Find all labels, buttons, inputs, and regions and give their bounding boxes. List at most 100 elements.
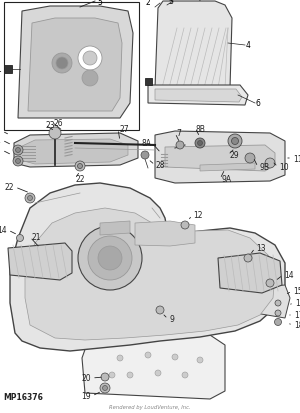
Text: 24: 24 <box>0 136 1 145</box>
Polygon shape <box>165 146 275 171</box>
Text: 14: 14 <box>0 226 7 235</box>
Circle shape <box>16 159 20 164</box>
Polygon shape <box>155 132 285 183</box>
Polygon shape <box>135 221 195 247</box>
Polygon shape <box>100 221 130 235</box>
Circle shape <box>181 221 189 230</box>
Text: 9: 9 <box>169 315 174 324</box>
Polygon shape <box>155 90 242 103</box>
Text: 12: 12 <box>193 211 202 220</box>
Text: 5: 5 <box>97 0 102 7</box>
Circle shape <box>28 196 32 201</box>
Text: 16: 16 <box>295 299 300 308</box>
Polygon shape <box>218 254 282 293</box>
Polygon shape <box>25 209 275 340</box>
Text: 6: 6 <box>256 99 261 108</box>
Circle shape <box>83 52 97 66</box>
Text: 17: 17 <box>294 311 300 320</box>
Bar <box>4 66 12 74</box>
Text: 10: 10 <box>279 163 289 172</box>
Polygon shape <box>8 243 72 280</box>
Circle shape <box>16 235 23 242</box>
Text: 1: 1 <box>0 65 1 74</box>
Circle shape <box>141 152 149 159</box>
Circle shape <box>265 159 275 169</box>
Polygon shape <box>14 134 138 168</box>
Text: 9A: 9A <box>221 175 231 184</box>
Circle shape <box>228 135 242 149</box>
Polygon shape <box>252 285 290 318</box>
Polygon shape <box>200 164 255 171</box>
Text: 11: 11 <box>293 154 300 163</box>
Bar <box>145 79 152 86</box>
Circle shape <box>176 142 184 150</box>
Circle shape <box>156 306 164 314</box>
Text: 26: 26 <box>53 118 63 127</box>
Circle shape <box>13 146 23 156</box>
Circle shape <box>245 154 255 164</box>
Text: Rendered by LoudVenture, Inc.: Rendered by LoudVenture, Inc. <box>109 404 191 409</box>
Text: 7: 7 <box>176 129 181 138</box>
Polygon shape <box>20 140 128 165</box>
Circle shape <box>98 247 122 271</box>
Polygon shape <box>28 19 122 112</box>
Circle shape <box>52 54 72 74</box>
Circle shape <box>275 310 281 316</box>
Polygon shape <box>10 183 285 351</box>
Circle shape <box>244 254 252 262</box>
Circle shape <box>172 354 178 360</box>
Circle shape <box>182 372 188 378</box>
Text: 2: 2 <box>145 0 150 7</box>
Circle shape <box>195 139 205 149</box>
Text: 22: 22 <box>76 175 86 184</box>
Circle shape <box>100 383 110 393</box>
Text: 19: 19 <box>81 392 91 401</box>
Circle shape <box>75 161 85 171</box>
Circle shape <box>78 226 142 290</box>
Circle shape <box>266 279 274 287</box>
Text: 20: 20 <box>81 374 91 382</box>
Text: 29: 29 <box>229 151 238 160</box>
Circle shape <box>77 164 83 169</box>
Circle shape <box>109 372 115 378</box>
Bar <box>4 3 139 131</box>
Text: 9B: 9B <box>259 163 269 172</box>
Circle shape <box>78 47 102 71</box>
Text: 13: 13 <box>256 244 266 253</box>
Text: 8B: 8B <box>196 124 206 133</box>
Text: 28: 28 <box>156 161 166 170</box>
Polygon shape <box>148 86 248 106</box>
Polygon shape <box>155 2 232 89</box>
Text: 4: 4 <box>246 41 251 50</box>
Circle shape <box>103 386 107 391</box>
Circle shape <box>56 58 68 70</box>
Text: 22: 22 <box>4 183 14 192</box>
Circle shape <box>101 373 109 381</box>
Text: 27: 27 <box>119 125 129 134</box>
Text: 14: 14 <box>284 271 294 280</box>
Circle shape <box>25 194 35 204</box>
Text: 25: 25 <box>0 127 1 136</box>
Text: 15: 15 <box>293 287 300 296</box>
Circle shape <box>82 71 98 87</box>
Text: MP16376: MP16376 <box>3 392 43 401</box>
Text: 23: 23 <box>0 146 1 155</box>
Circle shape <box>117 355 123 361</box>
Circle shape <box>49 128 61 140</box>
Polygon shape <box>82 335 225 399</box>
Circle shape <box>155 370 161 376</box>
Polygon shape <box>18 7 133 119</box>
Circle shape <box>274 319 281 326</box>
Text: 21: 21 <box>31 233 40 242</box>
Circle shape <box>275 300 281 306</box>
Circle shape <box>88 236 132 280</box>
Text: 8A: 8A <box>141 139 151 148</box>
Circle shape <box>16 148 20 153</box>
Text: 3: 3 <box>168 0 173 5</box>
Circle shape <box>145 352 151 358</box>
Circle shape <box>197 357 203 363</box>
Circle shape <box>232 138 238 145</box>
Text: 23: 23 <box>46 121 56 130</box>
Circle shape <box>127 372 133 378</box>
Circle shape <box>197 141 202 146</box>
